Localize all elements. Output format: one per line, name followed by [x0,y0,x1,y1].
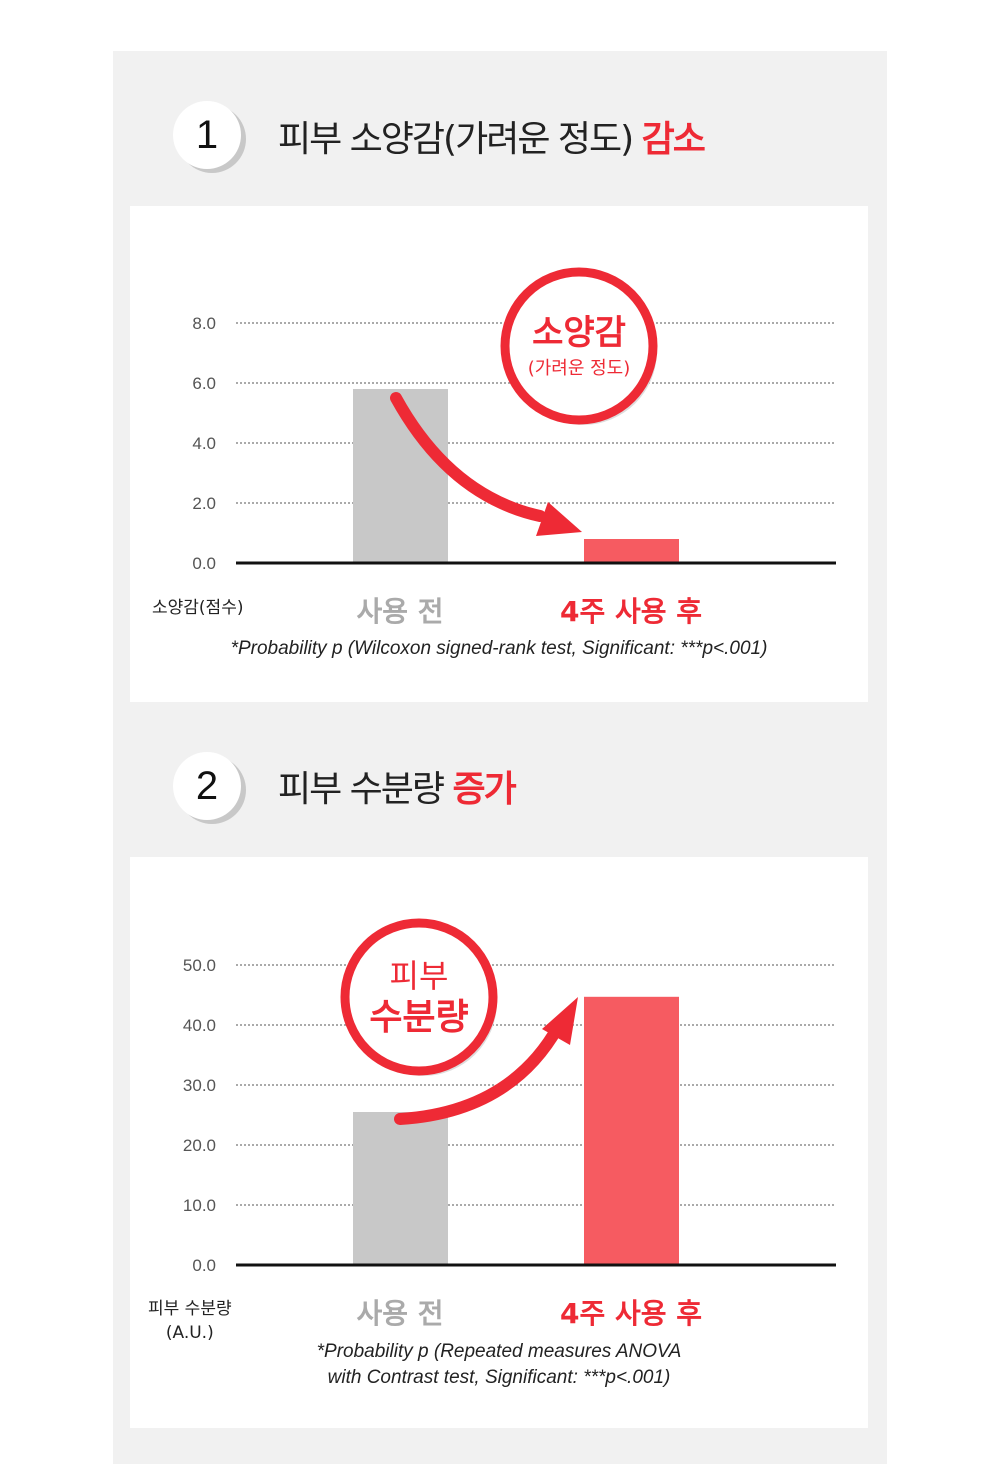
y-tick-label: 40.0 [183,1016,216,1035]
chart-card-1: 0.0 2.0 4.0 6.0 8.0 사용 전 4주 사용 후 소양감 (가려운 정도) 소양… [130,206,868,702]
y-tick-label: 0.0 [192,554,216,573]
section-title: 피부 소양감(가려운 정도) 감소 [278,110,706,162]
y-tick-label: 20.0 [183,1136,216,1155]
bar-after [584,539,679,563]
badge-text: 피부 [390,957,449,995]
badge-text: 소양감 [532,313,626,353]
y-tick-label: 2.0 [192,494,216,513]
chart-note: *Probability p (Wilcoxon signed-rank tes… [230,638,768,659]
trend-arrow [394,1021,564,1125]
badge-circle [340,918,498,1076]
chart-note-line: with Contrast test, Significant: ***p<.0… [327,1367,671,1388]
y-axis-label: 소양감(점수) [152,598,244,618]
title-highlight: 감소 [641,119,706,160]
bar-before [353,389,448,563]
chart-itch: 0.0 2.0 4.0 6.0 8.0 사용 전 4주 사용 후 소양감 (가려운 정도) [192,267,836,628]
badge-text: (가려운 정도) [528,358,631,379]
y-tick-label: 6.0 [192,374,216,393]
y-tick-label: 0.0 [192,1256,216,1275]
badge-circle [500,267,658,425]
section-title: 피부 수분량 증가 [278,760,517,812]
y-axis-label: 피부 수분량 (A.U.) [148,1297,232,1345]
title-highlight: 증가 [452,769,517,810]
trend-arrow [390,392,546,522]
y-tick-label: 4.0 [192,434,216,453]
y-tick-label: 10.0 [183,1196,216,1215]
trend-arrow-head [542,997,578,1045]
x-category-label: 4주 사용 후 [560,1297,702,1330]
y-axis-label-line: 피부 수분량 [148,1299,232,1319]
x-category-label: 사용 전 [356,1297,443,1330]
y-tick-label: 8.0 [192,314,216,333]
chart-card-2: 0.0 10.0 20.0 30.0 40.0 50.0 사용 전 4주 사용 후 피부 수분량 … [130,857,868,1428]
x-category-label: 사용 전 [356,595,443,628]
title-text: 피부 소양감(가려운 정도) [278,119,642,160]
chart-note: *Probability p (Repeated measures ANOVA … [130,1339,868,1391]
bar-before [353,1112,448,1265]
y-tick-label: 30.0 [183,1076,216,1095]
x-category-label: 4주 사용 후 [560,595,702,628]
title-text: 피부 수분량 [278,769,453,810]
chart-note-line: *Probability p (Repeated measures ANOVA [316,1341,682,1362]
section-number-badge: 2 [173,752,241,820]
section-number-badge: 1 [173,101,241,169]
trend-arrow-head [536,502,582,536]
bar-after [584,996,679,1265]
y-axis-label-line: (A.U.) [165,1323,214,1343]
y-tick-label: 50.0 [183,956,216,975]
badge-text: 수분량 [369,997,468,1038]
